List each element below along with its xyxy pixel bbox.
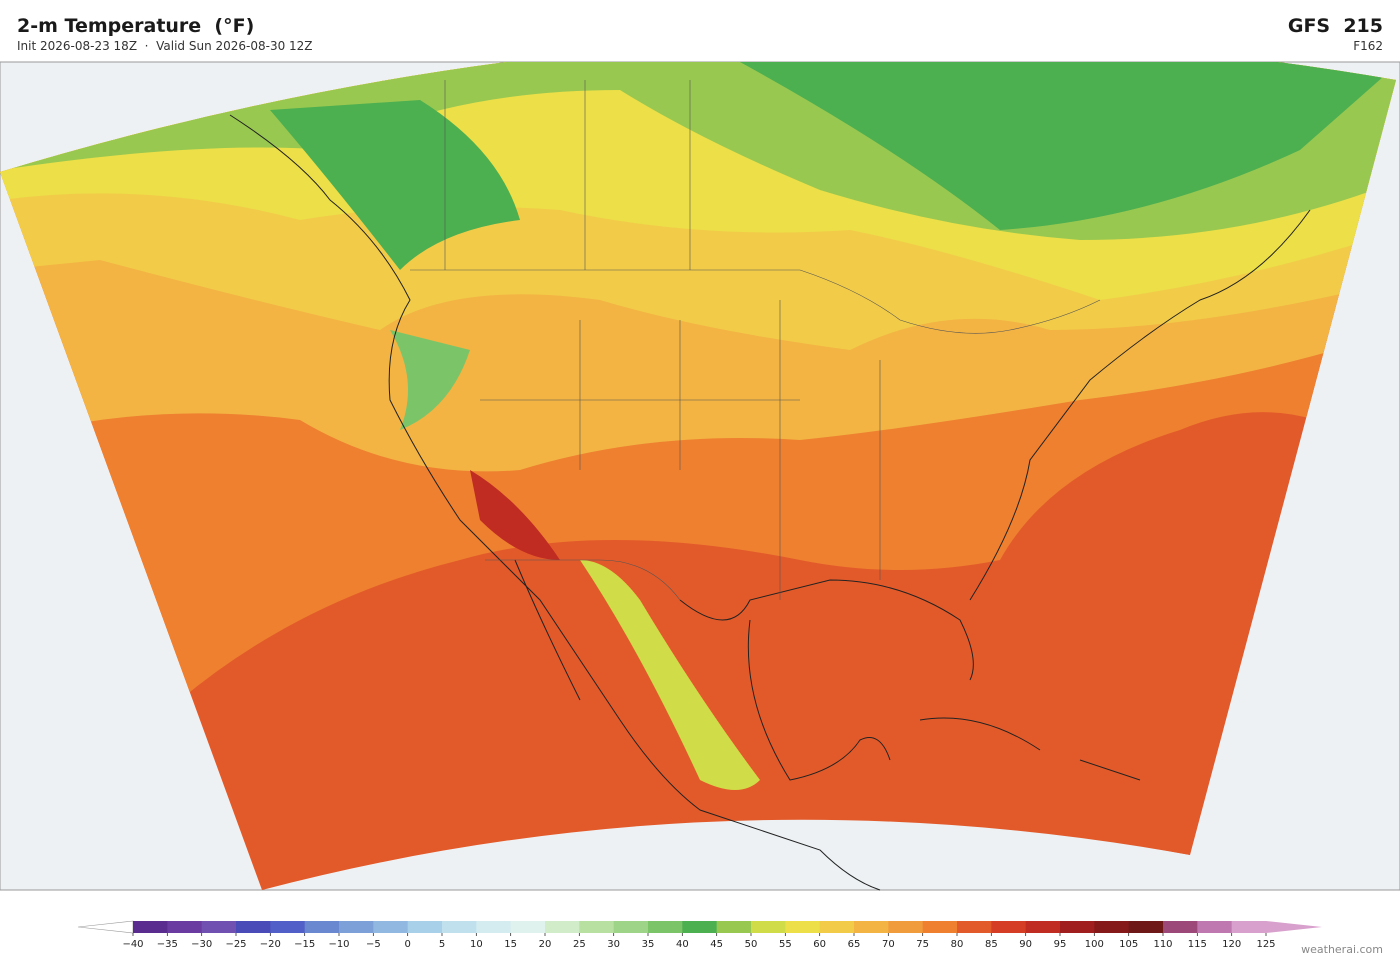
- colorbar-tick-label: 110: [1153, 939, 1172, 950]
- model-name: GFS 215: [1287, 15, 1383, 37]
- colorbar-box: [545, 921, 580, 933]
- colorbar-tick-label: 0: [404, 939, 410, 950]
- colorbar-box: [579, 921, 615, 933]
- colorbar-tick-label: 45: [710, 939, 723, 950]
- colorbar-tick-label: 90: [1019, 939, 1032, 950]
- borders: [410, 80, 1101, 601]
- colorbar-tick-label: 100: [1085, 939, 1104, 950]
- colorbar-box: [785, 921, 821, 933]
- colorbar-tick-label: 75: [916, 939, 929, 950]
- forecast-hour: F162: [1353, 39, 1383, 53]
- colorbar-tick-label: −15: [294, 939, 315, 950]
- colorbar-box: [201, 921, 237, 933]
- colorbar-tick-label: 25: [573, 939, 586, 950]
- colorbar-box: [407, 921, 443, 933]
- colorbar-tick-label: 80: [951, 939, 964, 950]
- colorbar-box: [922, 921, 958, 933]
- colorbar-box: [716, 921, 752, 933]
- colorbar-box: [167, 921, 203, 933]
- colorbar-box: [1094, 921, 1130, 933]
- coastlines: [229, 114, 1311, 891]
- colorbar-box: [339, 921, 374, 933]
- colorbar-tick-label: 15: [504, 939, 517, 950]
- colorbar-tick-label: −10: [328, 939, 349, 950]
- colorbar-box: [1163, 921, 1198, 933]
- colorbar-box: [613, 921, 649, 933]
- colorbar-box: [442, 921, 477, 933]
- title: 2-m Temperature (°F): [17, 15, 255, 37]
- colorbar-tick-label: 35: [642, 939, 655, 950]
- colorbar-box: [751, 921, 786, 933]
- colorbar-tick-label: −35: [157, 939, 178, 950]
- colorbar-box: [510, 921, 546, 933]
- colorbar-tick-label: 65: [848, 939, 861, 950]
- colorbar-extend-low: [77, 920, 134, 934]
- colorbar-box: [133, 921, 168, 933]
- colorbar-tick-label: 120: [1222, 939, 1241, 950]
- colorbar-tick-label: −30: [191, 939, 212, 950]
- colorbar-tick-label: −40: [122, 939, 143, 950]
- credit: weatherai.com: [1301, 943, 1383, 956]
- colorbar-tick-label: −25: [225, 939, 246, 950]
- colorbar-tick-label: 70: [882, 939, 895, 950]
- subtitle: Init 2026-08-23 18Z · Valid Sun 2026-08-…: [17, 39, 313, 53]
- colorbar-tick-label: 30: [607, 939, 620, 950]
- colorbar-box: [854, 921, 889, 933]
- colorbar-tick-label: 5: [439, 939, 445, 950]
- colorbar-box: [957, 921, 992, 933]
- colorbar-extend-high: [1266, 921, 1322, 933]
- colorbar-box: [236, 921, 271, 933]
- colorbar-box: [373, 921, 409, 933]
- colorbar-tick-label: 95: [1054, 939, 1067, 950]
- colorbar-box: [888, 921, 924, 933]
- colorbar-tick-label: 50: [745, 939, 758, 950]
- colorbar-box: [304, 921, 340, 933]
- colorbar-tick-label: −5: [366, 939, 381, 950]
- colorbar-tick-label: 85: [985, 939, 998, 950]
- colorbar-box: [476, 921, 512, 933]
- colorbar-tick-label: 105: [1119, 939, 1138, 950]
- colorbar-box: [648, 921, 683, 933]
- colorbar-tick-label: 20: [539, 939, 552, 950]
- colorbar-tick-label: 10: [470, 939, 483, 950]
- colorbar-box: [819, 921, 855, 933]
- colorbar-tick-label: 125: [1256, 939, 1275, 950]
- colorbar-tick-label: 60: [813, 939, 826, 950]
- colorbar-box: [270, 921, 306, 933]
- temperature-field: [0, 62, 1396, 890]
- colorbar-box: [1025, 921, 1061, 933]
- colorbar-tick-label: −20: [260, 939, 281, 950]
- colorbar-box: [1197, 921, 1233, 933]
- colorbar-tick-label: 115: [1188, 939, 1207, 950]
- colorbar-box: [1060, 921, 1095, 933]
- colorbar-box: [682, 921, 718, 933]
- colorbar-box: [1231, 921, 1267, 933]
- colorbar: −40 −35 −30 −25 −20 −15 −10 −5 0 5 10 15 20 25 30 35 40 4…: [77, 920, 1322, 950]
- colorbar-tick-label: 55: [779, 939, 792, 950]
- colorbar-box: [1128, 921, 1164, 933]
- colorbar-tick-label: 40: [676, 939, 689, 950]
- colorbar-box: [991, 921, 1027, 933]
